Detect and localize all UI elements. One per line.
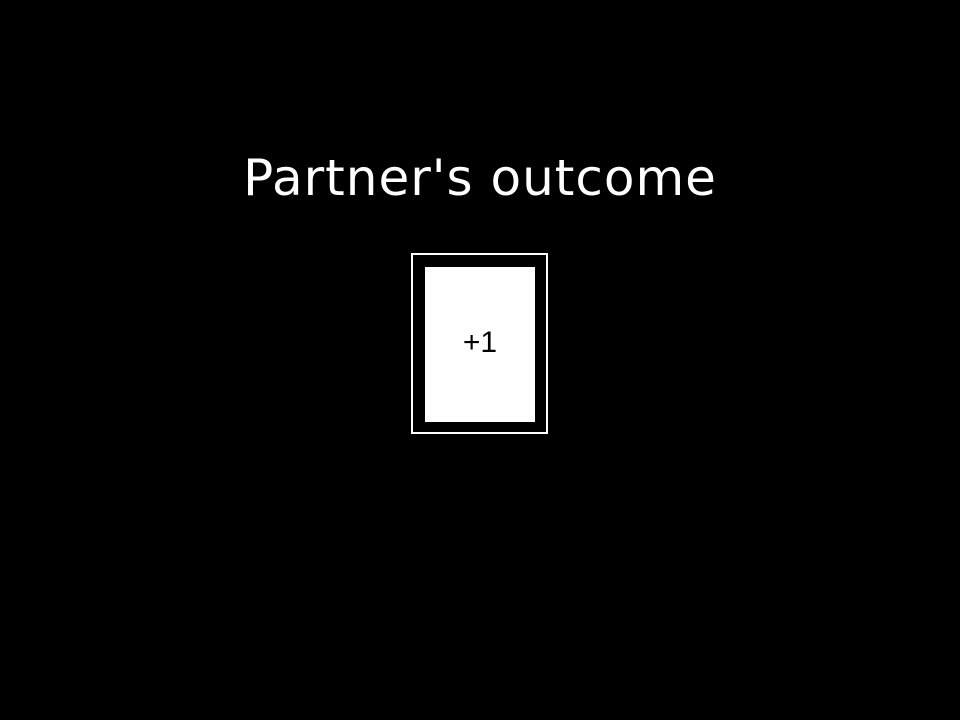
screen-title: Partner's outcome (243, 149, 717, 207)
card-frame (411, 253, 548, 434)
outcome-card: +1 (425, 267, 535, 422)
card-value: +1 (462, 325, 498, 359)
